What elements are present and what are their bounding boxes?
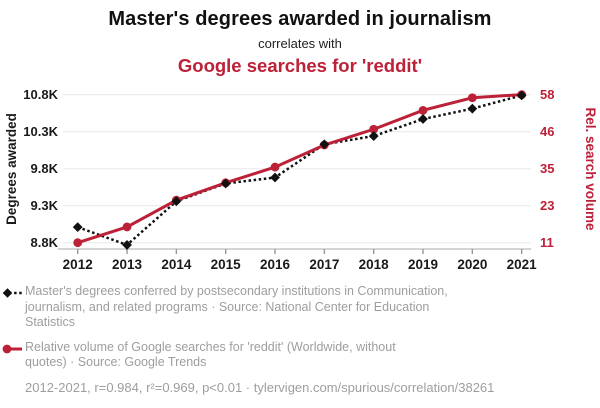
searches-data-point: [418, 105, 428, 115]
stats-citation-line: 2012-2021, r=0.984, r²=0.969, p<0.01 · t…: [25, 379, 495, 395]
degrees-data-point: [418, 114, 428, 124]
y-axis-right-tick-label: 23: [540, 198, 554, 213]
y-axis-left-tick-label: 8.8K: [31, 235, 59, 250]
y-axis-left-title: Degrees awarded: [4, 113, 19, 225]
y-axis-right-tick-label: 58: [540, 87, 554, 102]
y-axis-right-title: Rel. search volume: [583, 107, 598, 231]
y-axis-left-tick-label: 9.8K: [31, 161, 59, 176]
degrees-data-point: [319, 139, 330, 150]
searches-data-point: [270, 162, 280, 172]
x-axis-tick-label: 2020: [457, 257, 487, 272]
y-axis-left-tick-label: 10.8K: [23, 87, 58, 102]
x-axis-tick-label: 2013: [112, 257, 143, 272]
degrees-data-point: [368, 131, 379, 141]
figure-connector-text: correlates with: [258, 36, 342, 51]
x-axis-tick-label: 2014: [161, 257, 192, 272]
legend: Master's degrees conferred by postsecond…: [2, 284, 594, 396]
x-axis-tick-label: 2016: [260, 257, 291, 272]
degrees-series-line: [77, 94, 522, 247]
legend-item-searches: Relative volume of Google searches for '…: [2, 340, 594, 371]
figure-title: Master's degrees awarded in journalism: [108, 8, 492, 30]
y-axis-left-tick-label: 10.3K: [23, 124, 58, 139]
x-axis-tick-label: 2017: [309, 257, 339, 272]
searches-data-point: [369, 124, 379, 134]
searches-data-point: [467, 93, 477, 103]
y-axis-right-tick-label: 46: [540, 124, 554, 139]
degrees-series-marker-icon: [2, 288, 22, 298]
x-axis-tick-label: 2021: [507, 257, 538, 272]
degrees-data-point: [220, 178, 231, 189]
searches-data-point: [122, 222, 132, 232]
x-axis-tick-label: 2019: [408, 257, 438, 272]
legend-text-searches: Relative volume of Google searches for '…: [25, 339, 396, 370]
searches-series-marker-icon: [2, 344, 22, 353]
legend-text-degrees: Master's degrees conferred by postsecond…: [25, 284, 448, 329]
legend-item-degrees: Master's degrees conferred by postsecond…: [2, 284, 594, 331]
searches-series-line: [76, 93, 524, 245]
degrees-data-point: [467, 103, 478, 114]
dual-axis-line-chart: 10.8K 10.3K 9.8K 9.3K 8.8K 58 46 35 23 11 2012 2013…: [4, 87, 598, 272]
x-axis-tick-label: 2012: [63, 257, 93, 272]
searches-data-point: [73, 238, 83, 248]
y-axis-right-tick-label: 11: [540, 235, 554, 250]
degrees-data-point: [171, 196, 182, 207]
degrees-data-point: [270, 172, 280, 183]
degrees-data-point: [516, 90, 527, 101]
figure-header: Master's degrees awarded in journalism c…: [0, 7, 600, 78]
degrees-data-point: [72, 222, 83, 233]
degrees-data-point: [122, 240, 132, 250]
x-axis-tick-label: 2015: [211, 257, 242, 272]
figure-subtitle: Google searches for 'reddit': [177, 55, 423, 76]
x-axis-tick-label: 2018: [359, 257, 390, 272]
y-axis-right-tick-label: 35: [540, 161, 554, 176]
y-axis-left-tick-label: 9.3K: [31, 198, 59, 213]
